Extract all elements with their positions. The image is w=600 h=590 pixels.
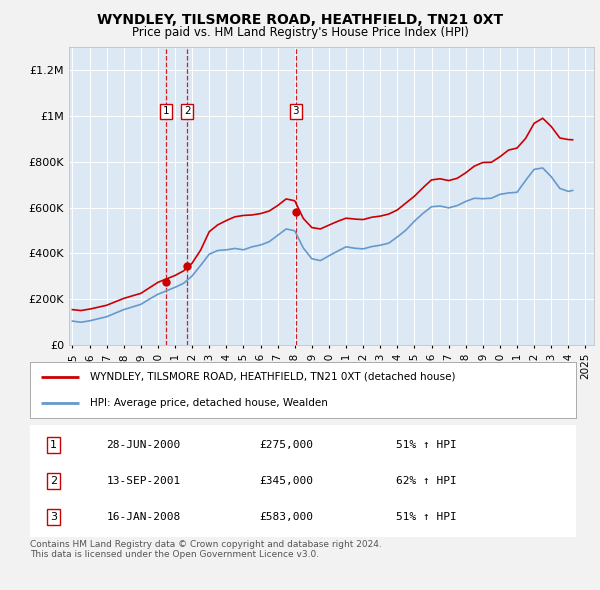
Text: WYNDLEY, TILSMORE ROAD, HEATHFIELD, TN21 0XT: WYNDLEY, TILSMORE ROAD, HEATHFIELD, TN21… xyxy=(97,13,503,27)
Text: WYNDLEY, TILSMORE ROAD, HEATHFIELD, TN21 0XT (detached house): WYNDLEY, TILSMORE ROAD, HEATHFIELD, TN21… xyxy=(90,372,455,382)
Text: 13-SEP-2001: 13-SEP-2001 xyxy=(106,476,181,486)
Text: 62% ↑ HPI: 62% ↑ HPI xyxy=(396,476,457,486)
Text: 28-JUN-2000: 28-JUN-2000 xyxy=(106,440,181,450)
Text: 2: 2 xyxy=(50,476,57,486)
Text: 1: 1 xyxy=(163,106,170,116)
Text: 51% ↑ HPI: 51% ↑ HPI xyxy=(396,440,457,450)
Text: 3: 3 xyxy=(50,512,57,522)
Text: £583,000: £583,000 xyxy=(259,512,313,522)
Text: £275,000: £275,000 xyxy=(259,440,313,450)
Text: 51% ↑ HPI: 51% ↑ HPI xyxy=(396,512,457,522)
Text: Price paid vs. HM Land Registry's House Price Index (HPI): Price paid vs. HM Land Registry's House … xyxy=(131,26,469,39)
Text: 1: 1 xyxy=(50,440,57,450)
Text: HPI: Average price, detached house, Wealden: HPI: Average price, detached house, Weal… xyxy=(90,398,328,408)
Text: £345,000: £345,000 xyxy=(259,476,313,486)
Text: 3: 3 xyxy=(292,106,299,116)
Text: Contains HM Land Registry data © Crown copyright and database right 2024.
This d: Contains HM Land Registry data © Crown c… xyxy=(30,540,382,559)
Text: 2: 2 xyxy=(184,106,190,116)
Text: 16-JAN-2008: 16-JAN-2008 xyxy=(106,512,181,522)
